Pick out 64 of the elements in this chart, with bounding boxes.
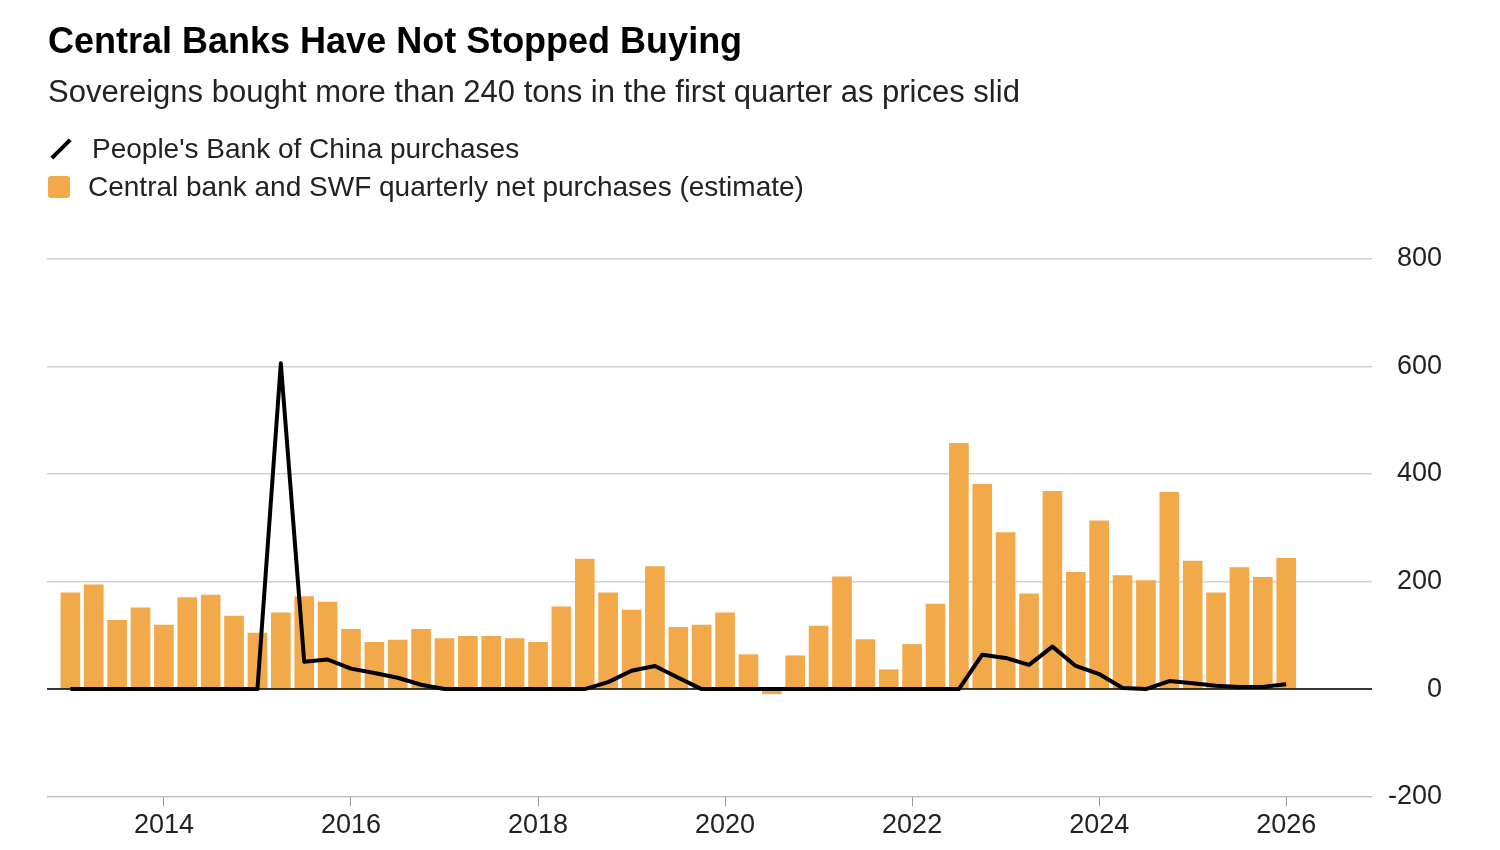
y-tick-label: -200 (1387, 780, 1442, 811)
bar (200, 594, 221, 689)
bar (832, 576, 852, 689)
bar (995, 532, 1016, 689)
x-tick-label: 2024 (1069, 809, 1130, 840)
bar (317, 601, 338, 689)
bar (668, 626, 689, 689)
x-tick-label: 2016 (320, 809, 381, 840)
x-tick-label: 2020 (695, 809, 756, 840)
bar (738, 654, 759, 689)
bar (270, 612, 291, 689)
bar (107, 619, 127, 689)
bar (645, 566, 665, 689)
bar (1042, 490, 1063, 689)
bar (341, 629, 361, 689)
bar (925, 603, 946, 689)
bar (83, 584, 104, 689)
bar (1159, 491, 1180, 689)
y-tick-label: 0 (1426, 672, 1442, 703)
legend-label: People's Bank of China purchases (92, 133, 520, 165)
chart-subtitle: Sovereigns bought more than 240 tons in the first quarter as prices slid (48, 74, 1020, 110)
bar (411, 629, 431, 689)
bar (130, 607, 151, 689)
y-tick-label: 600 (1396, 349, 1442, 380)
y-tick-label: 200 (1396, 565, 1442, 596)
bar (621, 609, 642, 689)
bar (1065, 572, 1086, 689)
x-tick-label: 2026 (1256, 809, 1317, 840)
bar (154, 624, 174, 689)
bar (458, 636, 478, 689)
bar (972, 483, 993, 689)
bar (574, 558, 595, 689)
bar (598, 592, 618, 689)
bar (1019, 593, 1039, 689)
bar (1206, 592, 1226, 689)
bar (878, 669, 899, 689)
x-tick-label: 2014 (133, 809, 194, 840)
x-tick-label: 2022 (882, 809, 943, 840)
bar (1089, 520, 1109, 689)
bar (1182, 560, 1203, 689)
bar (691, 624, 712, 689)
bar (60, 592, 81, 689)
bar (528, 641, 548, 689)
x-tick-label: 2018 (507, 809, 569, 840)
bar (224, 615, 244, 689)
bar (177, 597, 198, 689)
chart-title: Central Banks Have Not Stopped Buying (48, 20, 743, 62)
y-tick-label: 800 (1396, 242, 1442, 273)
legend-label: Central bank and SWF quarterly net purchases (estimate) (88, 171, 804, 203)
bar (1276, 558, 1297, 689)
bar (715, 612, 735, 689)
bar (504, 638, 525, 689)
bar (551, 606, 572, 689)
bar (949, 443, 969, 689)
bar (387, 639, 408, 689)
bar (902, 644, 922, 689)
bar (1112, 575, 1133, 689)
bar (434, 638, 455, 689)
bar (855, 639, 876, 689)
bar (808, 625, 829, 689)
bar (481, 636, 502, 689)
bar (1136, 580, 1156, 689)
bar (785, 655, 806, 689)
y-tick-label: 400 (1396, 457, 1442, 488)
